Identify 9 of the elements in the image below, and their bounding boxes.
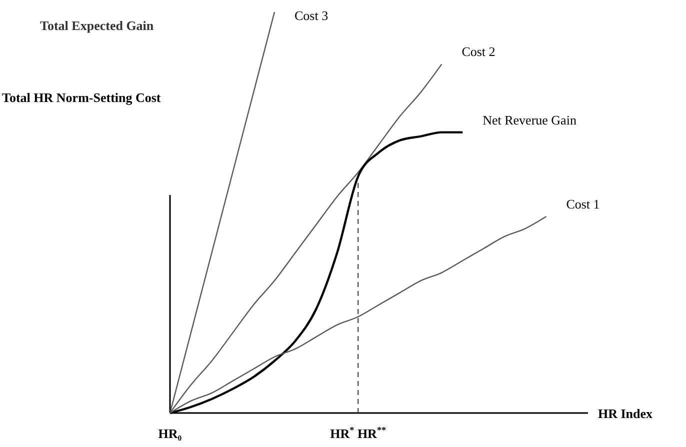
text: Total Expected Gain bbox=[40, 18, 154, 33]
series-label: Net Reverue Gain bbox=[482, 112, 577, 128]
x-tick-label: HR₀ bbox=[158, 426, 182, 441]
series-label: Cost 1 bbox=[566, 196, 600, 212]
y-axis-title: Total HR Norm-Setting Cost bbox=[2, 90, 162, 105]
x-axis-title: HR Index bbox=[598, 406, 654, 421]
x-tick-label: HR$^{*}$ HR$^{**}$ bbox=[330, 425, 386, 441]
series-label: Cost 2 bbox=[462, 44, 496, 60]
series-label: Cost 3 bbox=[294, 8, 328, 23]
